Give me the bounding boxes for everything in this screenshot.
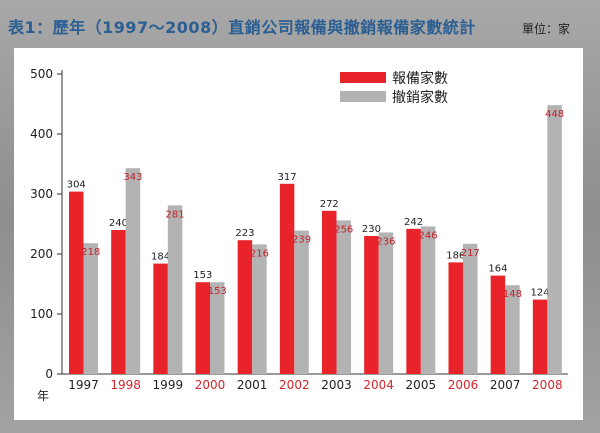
bar-revoked	[463, 243, 478, 374]
data-label-revoked: 217	[461, 248, 480, 259]
x-tick-label: 2000	[195, 378, 226, 392]
data-label-registered: 164	[488, 264, 507, 275]
data-label-registered: 242	[404, 217, 423, 228]
x-tick-label: 1998	[110, 378, 141, 392]
data-label-revoked: 448	[545, 109, 564, 120]
bar-registered	[448, 262, 463, 374]
x-tick-label: 2002	[279, 378, 310, 392]
bar-revoked	[378, 232, 394, 374]
data-label-registered: 184	[151, 252, 170, 263]
data-label-revoked: 256	[334, 224, 353, 235]
y-tick-label: 400	[30, 127, 53, 141]
bar-registered	[237, 240, 253, 374]
y-tick-label: 300	[30, 187, 53, 201]
bar-registered	[153, 263, 168, 374]
bar-registered	[195, 282, 210, 374]
bar-revoked	[167, 205, 183, 374]
y-tick-label: 100	[30, 307, 53, 321]
data-label-registered: 153	[193, 270, 212, 281]
x-axis-label: 年	[37, 389, 49, 403]
x-tick-label: 1999	[153, 378, 184, 392]
data-label-registered: 223	[235, 228, 254, 239]
bar-registered	[490, 275, 506, 374]
bar-revoked	[547, 105, 562, 374]
x-tick-label: 1997	[68, 378, 99, 392]
bar-registered	[279, 183, 295, 374]
x-tick-label: 2007	[490, 378, 521, 392]
data-label-revoked: 236	[376, 236, 395, 247]
x-tick-label: 2003	[321, 378, 352, 392]
x-tick-label: 2008	[532, 378, 563, 392]
bar-revoked	[505, 285, 520, 374]
chart-title: 表1：歷年（1997～2008）直銷公司報備與撤銷報備家數統計	[8, 18, 476, 37]
bar-registered	[111, 230, 126, 374]
x-tick-label: 2005	[406, 378, 437, 392]
unit-label: 單位：家	[521, 22, 570, 36]
y-tick-label: 0	[45, 367, 53, 381]
data-label-registered: 304	[67, 180, 86, 191]
y-tick-label: 200	[30, 247, 53, 261]
legend-swatch	[340, 91, 386, 102]
data-label-revoked: 343	[123, 172, 142, 183]
data-label-revoked: 148	[503, 289, 522, 300]
data-label-revoked: 153	[208, 286, 227, 297]
x-tick-label: 2001	[237, 378, 268, 392]
x-tick-label: 2006	[448, 378, 479, 392]
x-tick-label: 2004	[363, 378, 394, 392]
bar-revoked	[83, 243, 98, 374]
bar-revoked	[294, 230, 309, 374]
data-label-registered: 317	[278, 172, 297, 183]
y-tick-label: 500	[30, 67, 53, 81]
data-label-registered: 230	[362, 224, 381, 235]
data-label-registered: 240	[109, 218, 128, 229]
bar-revoked	[420, 226, 436, 374]
bar-revoked	[252, 244, 267, 374]
legend-label: 撤銷家數	[392, 89, 448, 106]
bar-revoked	[210, 282, 225, 374]
legend-swatch	[340, 72, 386, 83]
data-label-revoked: 216	[250, 248, 269, 259]
data-label-registered: 272	[320, 199, 339, 210]
data-label-registered: 186	[446, 250, 465, 261]
legend-label: 報備家數	[392, 70, 448, 87]
bar-revoked	[336, 220, 351, 374]
data-label-revoked: 281	[166, 209, 185, 220]
data-label-revoked: 218	[81, 247, 100, 258]
bar-registered	[364, 236, 379, 374]
data-label-registered: 124	[531, 288, 550, 299]
bar-revoked	[125, 168, 141, 374]
data-label-revoked: 246	[419, 230, 438, 241]
bar-registered	[406, 228, 421, 374]
bar-registered	[532, 299, 548, 374]
bar-registered	[322, 210, 337, 374]
bar-registered	[69, 191, 84, 374]
data-label-revoked: 239	[292, 235, 311, 246]
